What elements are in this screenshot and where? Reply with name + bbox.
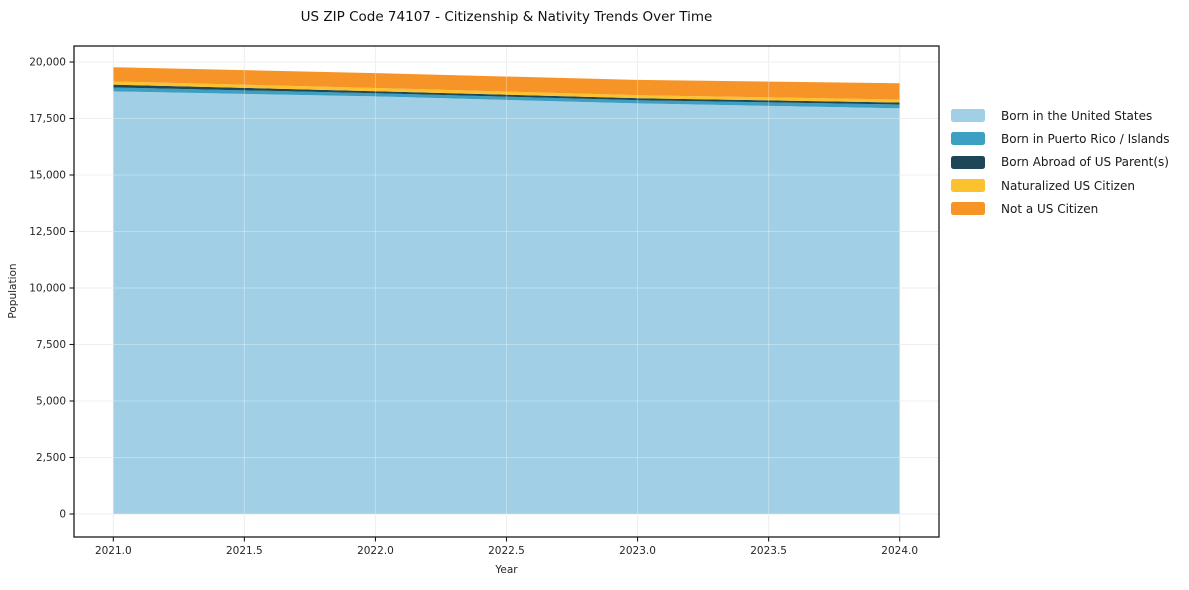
legend-label: Born in the United States [1001, 108, 1153, 123]
x-tick-label: 2022.5 [488, 545, 525, 557]
area-series-0 [113, 91, 900, 515]
legend-label: Born in Puerto Rico / Islands [1001, 131, 1170, 146]
y-tick-label: 0 [59, 508, 66, 520]
legend-label: Naturalized US Citizen [1001, 178, 1135, 193]
x-tick-label: 2021.5 [226, 545, 263, 557]
area-series-2 [113, 84, 900, 105]
tick-labels: 2021.0 2021.5 2022.0 2022.5 2023.0 2023.5 2024… [29, 57, 918, 557]
y-tick-label: 15,000 [29, 169, 66, 181]
legend-item-not-citizen: Not a US Citizen [951, 197, 1170, 220]
legend-swatch-born-abroad [951, 155, 985, 169]
x-tick-label: 2023.0 [619, 545, 656, 557]
area-series-1 [113, 87, 900, 109]
legend-item-naturalized: Naturalized US Citizen [951, 174, 1170, 197]
y-tick-label: 2,500 [36, 452, 66, 464]
x-tick-label: 2022.0 [357, 545, 394, 557]
y-tick-label: 12,500 [29, 226, 66, 238]
area-series-3 [113, 81, 900, 103]
area-series-4 [113, 67, 900, 100]
legend-swatch-born-us [951, 109, 985, 123]
x-axis-label: Year [495, 564, 518, 576]
x-tick-label: 2021.0 [95, 545, 132, 557]
x-tick-label: 2023.5 [750, 545, 787, 557]
y-tick-label: 20,000 [29, 57, 66, 69]
y-tick-label: 17,500 [29, 113, 66, 125]
axis-ticks [69, 61, 901, 542]
y-tick-label: 10,000 [29, 282, 66, 294]
legend-label: Born Abroad of US Parent(s) [1001, 155, 1169, 170]
y-tick-label: 5,000 [36, 395, 66, 407]
y-axis-label: Population [7, 263, 19, 319]
legend-label: Not a US Citizen [1001, 201, 1099, 216]
legend: Born in the United States Born in Puerto… [951, 104, 1170, 220]
stacked-areas [113, 67, 900, 515]
x-tick-label: 2024.0 [881, 545, 918, 557]
legend-swatch-naturalized [951, 179, 985, 193]
legend-item-born-abroad: Born Abroad of US Parent(s) [951, 151, 1170, 174]
legend-swatch-not-citizen [951, 202, 985, 216]
chart-title: US ZIP Code 74107 - Citizenship & Nativi… [300, 9, 713, 25]
gridlines-overlay [74, 46, 939, 537]
legend-item-puerto-rico: Born in Puerto Rico / Islands [951, 127, 1170, 150]
legend-swatch-puerto-rico [951, 132, 985, 146]
y-tick-label: 7,500 [36, 339, 66, 351]
legend-item-born-us: Born in the United States [951, 104, 1170, 127]
